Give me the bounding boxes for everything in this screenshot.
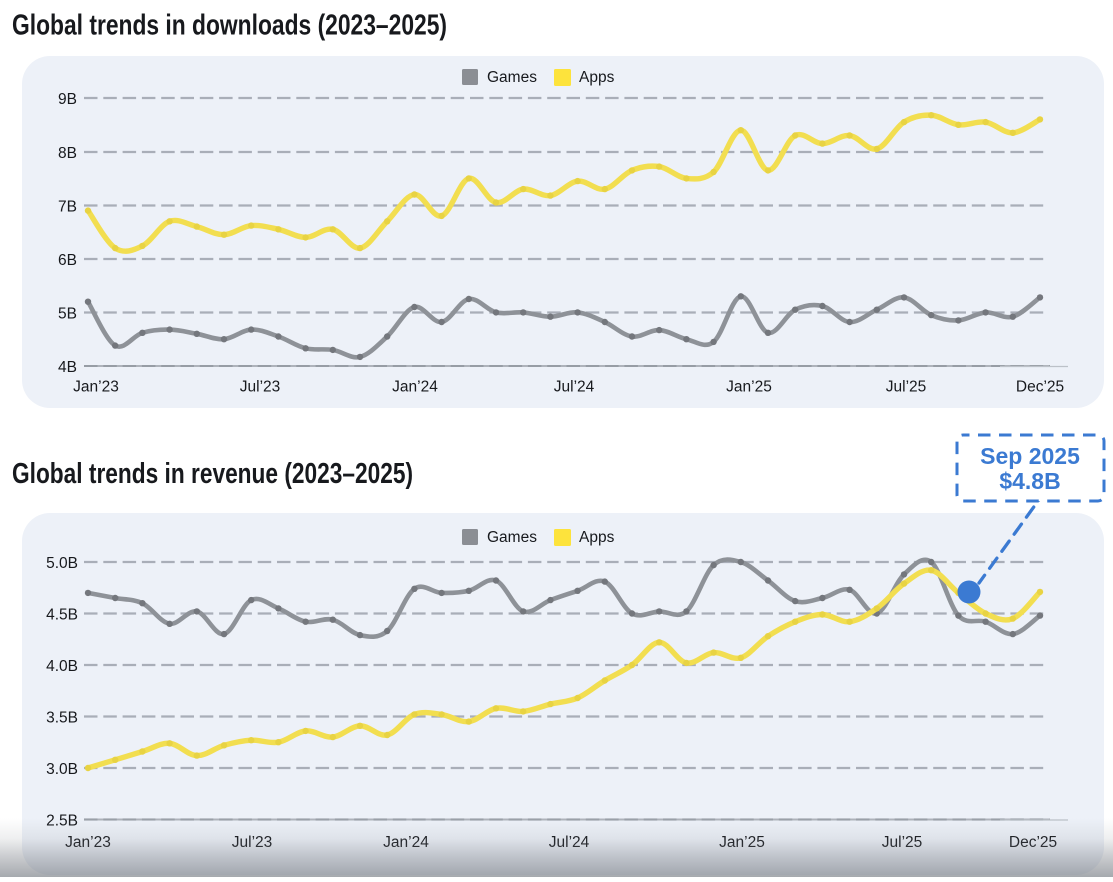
svg-text:2.5B: 2.5B — [46, 813, 78, 830]
svg-text:8B: 8B — [58, 145, 77, 162]
svg-text:Jan’24: Jan’24 — [383, 834, 429, 851]
svg-text:4.5B: 4.5B — [46, 607, 78, 624]
svg-text:Jul’23: Jul’23 — [232, 834, 273, 851]
svg-text:Jan’23: Jan’23 — [65, 834, 111, 851]
svg-text:Jul’24: Jul’24 — [549, 834, 590, 851]
svg-text:Jul’23: Jul’23 — [240, 379, 281, 396]
svg-text:Dec’25: Dec’25 — [1009, 834, 1057, 851]
svg-text:Jul’25: Jul’25 — [882, 834, 923, 851]
svg-text:$4.8B: $4.8B — [999, 468, 1060, 494]
svg-text:Global trends in downloads (20: Global trends in downloads (2023–2025) — [12, 10, 447, 42]
svg-text:9B: 9B — [58, 91, 77, 108]
svg-text:6B: 6B — [58, 252, 77, 269]
svg-text:Jul’24: Jul’24 — [554, 379, 595, 396]
svg-text:Jan’25: Jan’25 — [726, 379, 772, 396]
svg-text:Global trends in revenue (2023: Global trends in revenue (2023–2025) — [12, 458, 413, 490]
svg-text:Jan’23: Jan’23 — [73, 379, 119, 396]
svg-text:5B: 5B — [58, 306, 77, 323]
svg-text:Games: Games — [487, 69, 537, 86]
svg-text:5.0B: 5.0B — [46, 555, 78, 572]
svg-text:Dec’25: Dec’25 — [1016, 379, 1064, 396]
svg-text:4B: 4B — [58, 359, 77, 376]
svg-text:Sep 2025: Sep 2025 — [980, 443, 1080, 469]
svg-text:Apps: Apps — [579, 529, 615, 546]
svg-text:Games: Games — [487, 529, 537, 546]
svg-text:4.0B: 4.0B — [46, 658, 78, 675]
svg-text:7B: 7B — [58, 199, 77, 216]
svg-text:Jan’25: Jan’25 — [719, 834, 765, 851]
svg-text:Jan’24: Jan’24 — [392, 379, 438, 396]
svg-text:Apps: Apps — [579, 69, 615, 86]
svg-text:3.0B: 3.0B — [46, 761, 78, 778]
svg-text:Jul’25: Jul’25 — [886, 379, 927, 396]
svg-text:3.5B: 3.5B — [46, 710, 78, 727]
